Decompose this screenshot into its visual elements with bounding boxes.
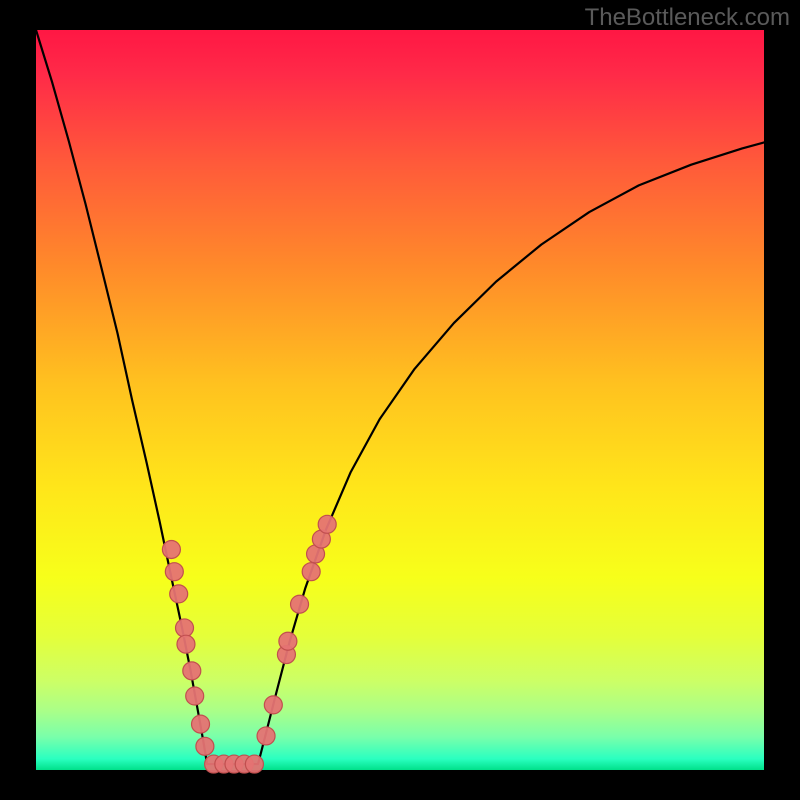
data-marker bbox=[170, 585, 188, 603]
data-marker bbox=[162, 540, 180, 558]
data-marker bbox=[183, 662, 201, 680]
data-marker bbox=[186, 687, 204, 705]
data-marker bbox=[177, 635, 195, 653]
data-marker bbox=[291, 595, 309, 613]
data-marker bbox=[196, 737, 214, 755]
chart-container: TheBottleneck.com bbox=[0, 0, 800, 800]
data-marker bbox=[257, 727, 275, 745]
data-marker bbox=[192, 715, 210, 733]
plot-background bbox=[36, 30, 764, 770]
data-marker bbox=[264, 696, 282, 714]
data-marker bbox=[176, 619, 194, 637]
data-marker bbox=[165, 563, 183, 581]
data-marker bbox=[245, 755, 263, 773]
data-marker bbox=[318, 515, 336, 533]
chart-svg bbox=[0, 0, 800, 800]
data-marker bbox=[302, 563, 320, 581]
data-marker bbox=[279, 632, 297, 650]
